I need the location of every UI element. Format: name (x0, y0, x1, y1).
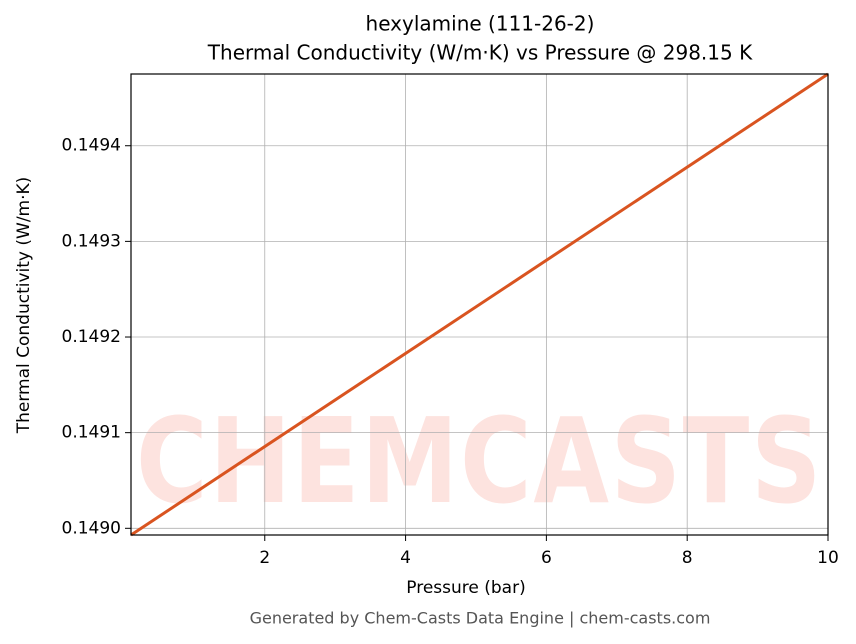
x-tick-label: 4 (400, 548, 411, 568)
footer: Generated by Chem-Casts Data Engine | ch… (250, 609, 711, 628)
y-axis-label: Thermal Conductivity (W/m·K) (14, 177, 34, 435)
y-tick-label: 0.1493 (62, 231, 121, 251)
x-axis-label: Pressure (bar) (406, 578, 525, 598)
x-tick-label: 6 (541, 548, 552, 568)
plot-frame (130, 73, 829, 536)
y-tick-label: 0.1492 (62, 327, 121, 347)
chart-title: hexylamine (111-26-2) (366, 12, 595, 36)
x-tick-label: 10 (817, 548, 839, 568)
y-tick-label: 0.1494 (62, 136, 121, 156)
y-tick-label: 0.1490 (62, 518, 121, 538)
watermark: CHEMCASTS (136, 392, 823, 530)
chart-subtitle: Thermal Conductivity (W/m·K) vs Pressure… (207, 41, 753, 65)
x-tick-label: 8 (682, 548, 693, 568)
data-line (130, 72, 829, 537)
x-tick-label: 2 (259, 548, 270, 568)
y-tick-label: 0.1491 (62, 423, 121, 443)
